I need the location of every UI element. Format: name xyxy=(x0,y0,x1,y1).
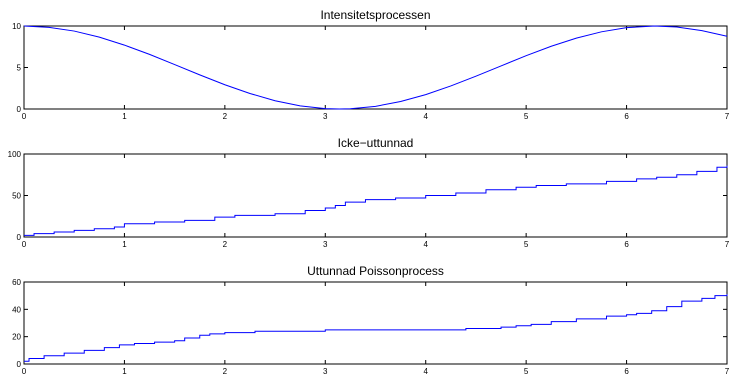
x-tick-label: 5 xyxy=(524,240,529,249)
y-tick-label: 40 xyxy=(12,305,21,314)
y-tick-label: 10 xyxy=(12,22,21,31)
x-tick-label: 7 xyxy=(725,367,729,376)
x-tick-label: 4 xyxy=(423,240,428,249)
series-line-2 xyxy=(24,165,728,236)
chart-title-1: Intensitetsprocessen xyxy=(320,8,430,22)
x-tick-label: 3 xyxy=(323,367,328,376)
plot-frame-2 xyxy=(23,153,728,238)
x-tick-label: 3 xyxy=(323,112,328,121)
x-tick-label: 5 xyxy=(524,112,529,121)
x-tick-label: 0 xyxy=(22,240,27,249)
plot-frame-3 xyxy=(23,281,728,365)
series-line-3 xyxy=(24,294,728,362)
x-tick-label: 0 xyxy=(22,367,27,376)
x-tick-label: 4 xyxy=(423,112,428,121)
x-tick-label: 7 xyxy=(725,112,729,121)
y-tick-label: 100 xyxy=(8,150,22,159)
x-tick-label: 6 xyxy=(624,240,629,249)
x-tick-label: 4 xyxy=(423,367,428,376)
x-tick-label: 0 xyxy=(22,112,27,121)
x-tick-label: 1 xyxy=(122,240,127,249)
y-tick-label: 0 xyxy=(17,360,22,369)
y-tick-label: 50 xyxy=(12,192,21,201)
y-tick-label: 5 xyxy=(17,64,22,73)
series-line-1 xyxy=(23,25,728,110)
x-tick-label: 5 xyxy=(524,367,529,376)
x-tick-label: 6 xyxy=(624,367,629,376)
x-tick-label: 1 xyxy=(122,367,127,376)
chart-title-2: Icke−uttunnad xyxy=(338,136,414,150)
x-tick-label: 7 xyxy=(725,240,729,249)
plot-frame-1 xyxy=(23,25,728,110)
x-tick-label: 2 xyxy=(223,112,228,121)
x-tick-label: 3 xyxy=(323,240,328,249)
y-tick-label: 20 xyxy=(12,333,21,342)
y-tick-label: 0 xyxy=(17,105,22,114)
x-tick-label: 6 xyxy=(624,112,629,121)
x-tick-label: 1 xyxy=(122,112,127,121)
y-tick-label: 0 xyxy=(17,233,22,242)
x-tick-label: 2 xyxy=(223,367,228,376)
y-tick-label: 60 xyxy=(12,278,21,287)
chart-title-3: Uttunnad Poissonprocess xyxy=(307,264,444,278)
x-tick-label: 2 xyxy=(223,240,228,249)
